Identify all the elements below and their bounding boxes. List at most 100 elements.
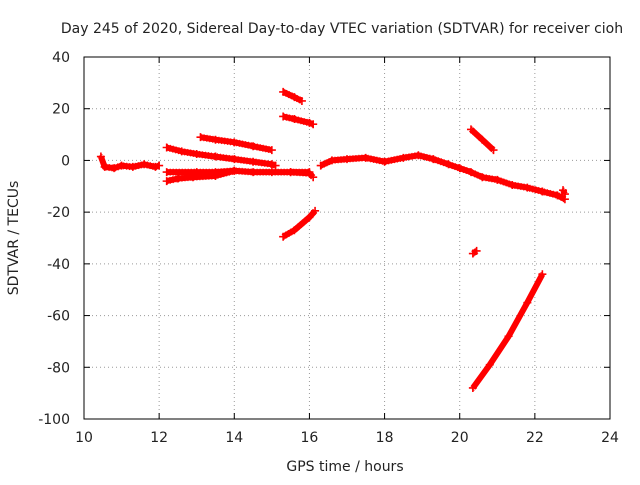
data-point-plus-marker bbox=[155, 161, 164, 170]
series-arc-14 bbox=[468, 270, 547, 392]
plot-frame bbox=[83, 56, 611, 420]
data-point-plus-marker bbox=[188, 173, 197, 182]
x-tick-label: 22 bbox=[526, 430, 544, 446]
data-point-plus-marker bbox=[162, 168, 171, 177]
x-tick-label: 20 bbox=[451, 430, 469, 446]
series-arc-9 bbox=[286, 168, 318, 182]
tick-layer: 10 12 14 16 18 20 22 24 -100 -80 -60 -40 -20 0 20 40 bbox=[38, 50, 619, 446]
data-point-plus-marker bbox=[230, 138, 239, 147]
series-arc-6 bbox=[279, 87, 306, 105]
data-point-plus-marker bbox=[110, 164, 119, 173]
data-point-plus-marker bbox=[472, 246, 481, 255]
data-point-plus-marker bbox=[523, 298, 532, 307]
y-tick-label: -100 bbox=[38, 412, 70, 428]
data-point-plus-marker bbox=[429, 155, 438, 164]
data-point-plus-marker bbox=[173, 174, 182, 183]
data-point-plus-marker bbox=[177, 147, 186, 156]
series-marker-band bbox=[320, 155, 566, 203]
y-tick-label: 40 bbox=[52, 50, 70, 66]
series-trace bbox=[200, 134, 273, 154]
y-tick-label: -40 bbox=[47, 257, 70, 273]
data-point-plus-marker bbox=[271, 161, 280, 170]
data-point-plus-marker bbox=[151, 162, 160, 171]
data-point-plus-marker bbox=[249, 168, 258, 177]
series-arc-12 bbox=[466, 125, 498, 155]
data-point-plus-marker bbox=[192, 149, 201, 158]
series-layer bbox=[96, 87, 569, 392]
data-point-plus-marker bbox=[305, 118, 314, 127]
x-tick-label: 12 bbox=[150, 430, 168, 446]
y-axis-label: SDTVAR / TECUs bbox=[6, 181, 22, 296]
data-point-plus-marker bbox=[399, 153, 408, 162]
data-point-plus-marker bbox=[327, 156, 336, 165]
data-point-plus-marker bbox=[493, 175, 502, 184]
data-point-plus-marker bbox=[380, 157, 389, 166]
series-marker-band bbox=[166, 167, 310, 172]
data-point-plus-marker bbox=[466, 125, 475, 134]
data-point-plus-marker bbox=[485, 360, 494, 369]
y-tick-label: -80 bbox=[47, 360, 70, 376]
data-point-plus-marker bbox=[211, 135, 220, 144]
data-point-plus-marker bbox=[196, 133, 205, 142]
series-marker-band bbox=[282, 211, 317, 241]
data-point-plus-marker bbox=[538, 187, 547, 196]
data-point-plus-marker bbox=[309, 173, 318, 182]
x-tick-label: 14 bbox=[225, 430, 243, 446]
series-trace bbox=[281, 208, 318, 240]
series-marker-band bbox=[99, 154, 160, 168]
data-point-plus-marker bbox=[305, 169, 314, 178]
data-point-plus-marker bbox=[311, 206, 320, 215]
data-point-plus-marker bbox=[230, 155, 239, 164]
data-point-plus-marker bbox=[297, 96, 306, 105]
data-point-plus-marker bbox=[267, 146, 276, 155]
y-tick-label: 20 bbox=[52, 102, 70, 118]
data-point-plus-marker bbox=[523, 183, 532, 192]
data-point-plus-marker bbox=[279, 87, 288, 96]
data-point-plus-marker bbox=[305, 213, 314, 222]
data-point-plus-marker bbox=[478, 135, 487, 144]
series-marker-band bbox=[166, 148, 277, 170]
y-tick-label: -20 bbox=[47, 205, 70, 221]
data-point-plus-marker bbox=[466, 168, 475, 177]
data-point-plus-marker bbox=[162, 143, 171, 152]
data-point-plus-marker bbox=[468, 383, 477, 392]
data-point-plus-marker bbox=[279, 112, 288, 121]
series-arc-7 bbox=[279, 112, 318, 129]
x-axis-label: GPS time / hours bbox=[286, 459, 403, 475]
data-point-plus-marker bbox=[361, 153, 370, 162]
data-point-plus-marker bbox=[100, 162, 109, 171]
data-point-plus-marker bbox=[211, 171, 220, 180]
series-arc-2 bbox=[162, 143, 280, 170]
data-point-plus-marker bbox=[309, 120, 318, 129]
data-point-plus-marker bbox=[140, 160, 149, 169]
data-point-plus-marker bbox=[290, 115, 299, 124]
data-point-plus-marker bbox=[414, 151, 423, 160]
data-point-plus-marker bbox=[444, 160, 453, 169]
data-point-plus-marker bbox=[316, 161, 325, 170]
chart-title: Day 245 of 2020, Sidereal Day-to-day VTE… bbox=[61, 21, 623, 37]
data-point-plus-marker bbox=[249, 142, 258, 151]
y-tick-label: -60 bbox=[47, 309, 70, 325]
series-marker-band bbox=[166, 144, 277, 166]
data-point-plus-marker bbox=[162, 177, 171, 186]
data-point-plus-marker bbox=[504, 332, 513, 341]
series-marker-band bbox=[99, 158, 160, 172]
series-arc-4 bbox=[162, 166, 239, 186]
x-tick-label: 24 bbox=[601, 430, 619, 446]
data-point-plus-marker bbox=[117, 161, 126, 170]
series-arc-13 bbox=[468, 246, 481, 258]
data-point-plus-marker bbox=[249, 157, 258, 166]
series-arc-8 bbox=[279, 206, 320, 241]
data-point-plus-marker bbox=[267, 160, 276, 169]
data-point-plus-marker bbox=[128, 162, 137, 171]
data-point-plus-marker bbox=[553, 191, 562, 200]
data-point-plus-marker bbox=[489, 146, 498, 155]
x-tick-label: 10 bbox=[75, 430, 93, 446]
data-point-plus-marker bbox=[538, 270, 547, 279]
data-point-plus-marker bbox=[230, 166, 239, 175]
series-arc-5 bbox=[196, 133, 276, 155]
data-point-plus-marker bbox=[267, 168, 276, 177]
data-point-plus-marker bbox=[455, 164, 464, 173]
